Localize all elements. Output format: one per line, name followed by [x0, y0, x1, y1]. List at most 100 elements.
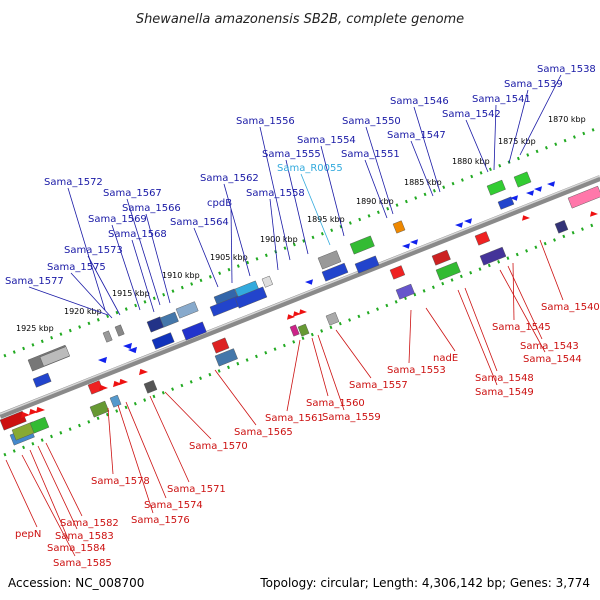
top-gene-label[interactable]: Sama_1569 — [88, 214, 147, 225]
top-gene-label[interactable]: Sama_1566 — [122, 203, 181, 214]
top-gene-label[interactable]: Sama_1556 — [236, 116, 295, 127]
bottom-gene-label[interactable]: Sama_1571 — [167, 484, 226, 495]
bottom-gene-label[interactable]: Sama_1559 — [322, 412, 381, 423]
gene-block — [234, 286, 268, 309]
bottom-gene-label[interactable]: Sama_1557 — [349, 380, 408, 391]
bottom-gene-label[interactable]: Sama_1544 — [523, 354, 582, 365]
top-gene-leader-line — [269, 198, 279, 271]
kbp-tick-label: 1875 kbp — [498, 137, 536, 146]
top-gene-label[interactable]: Sama_1538 — [537, 64, 596, 75]
top-gene-leader-line — [413, 106, 441, 193]
gene-block — [297, 323, 310, 337]
gene-block — [214, 348, 238, 367]
gene-block — [317, 250, 342, 270]
bottom-gene-label[interactable]: Sama_1583 — [55, 531, 114, 542]
top-gene-label[interactable]: Sama_1568 — [108, 229, 167, 240]
gene-arrow — [410, 239, 418, 245]
top-gene-leader-line — [131, 239, 155, 313]
top-gene-label[interactable]: Sama_1567 — [103, 188, 162, 199]
top-gene-label[interactable]: Sama_1546 — [390, 96, 449, 107]
top-gene-label[interactable]: Sama_1551 — [341, 149, 400, 160]
top-gene-leader-line — [365, 126, 394, 215]
bottom-gene-label[interactable]: Sama_1576 — [131, 515, 190, 526]
top-gene-label[interactable]: Sama_1542 — [442, 109, 501, 120]
top-gene-leader-line — [285, 159, 309, 255]
bottom-gene-label[interactable]: Sama_1582 — [60, 518, 119, 529]
top-gene-label[interactable]: Sama_1575 — [47, 262, 106, 273]
gene-block — [486, 179, 506, 196]
bottom-gene-label[interactable]: Sama_1543 — [520, 341, 579, 352]
bottom-gene-label[interactable]: Sama_1561 — [265, 413, 324, 424]
top-gene-label[interactable]: Sama_1562 — [200, 173, 259, 184]
top-gene-leader-line — [193, 227, 219, 288]
bottom-gene-label[interactable]: Sama_1565 — [234, 427, 293, 438]
gene-arrow — [464, 218, 472, 224]
top-gene-label[interactable]: Sama_R0055 — [277, 163, 343, 174]
top-gene-label[interactable]: Sama_1541 — [472, 94, 531, 105]
bottom-gene-label[interactable]: Sama_1574 — [144, 500, 203, 511]
gene-arrow — [590, 211, 598, 217]
gene-block — [479, 246, 507, 266]
bottom-gene-label[interactable]: nadE — [433, 353, 458, 364]
bottom-gene-leader-line — [125, 401, 167, 499]
gene-block — [114, 324, 125, 337]
gene-block — [474, 231, 491, 246]
gene-block — [392, 220, 406, 234]
bottom-gene-leader-line — [21, 454, 76, 557]
gene-arrow — [305, 279, 313, 285]
bottom-gene-label[interactable]: Sama_1548 — [475, 373, 534, 384]
top-gene-label[interactable]: Sama_1539 — [504, 79, 563, 90]
top-gene-label[interactable]: Sama_1564 — [170, 217, 229, 228]
gene-block — [175, 301, 199, 319]
bottom-gene-label[interactable]: Sama_1549 — [475, 387, 534, 398]
bottom-gene-leader-line — [335, 329, 372, 379]
top-gene-label[interactable]: Sama_1547 — [387, 130, 446, 141]
gene-arrow — [128, 346, 137, 354]
bottom-gene-label[interactable]: Sama_1560 — [306, 398, 365, 409]
bottom-gene-label[interactable]: Sama_1540 — [541, 302, 600, 313]
kbp-tick-label: 1885 kbp — [404, 178, 442, 187]
bottom-gene-label[interactable]: Sama_1545 — [492, 322, 551, 333]
gene-block — [554, 220, 569, 234]
bottom-gene-label[interactable]: Sama_1553 — [387, 365, 446, 376]
top-gene-label[interactable]: Sama_1554 — [297, 135, 356, 146]
bottom-gene-leader-line — [164, 391, 212, 440]
top-gene-leader-line — [111, 224, 141, 311]
bottom-gene-label[interactable]: Sama_1578 — [91, 476, 150, 487]
top-gene-leader-line — [230, 208, 233, 284]
bottom-gene-leader-line — [507, 265, 543, 340]
top-gene-leader-line — [145, 213, 171, 304]
top-gene-label[interactable]: Sama_1550 — [342, 116, 401, 127]
top-gene-leader-line — [300, 173, 331, 246]
top-gene-leader-line — [364, 159, 388, 219]
upper-dotted-rule — [3, 126, 599, 358]
gene-block — [325, 312, 340, 326]
gene-block — [143, 380, 158, 394]
top-gene-label[interactable]: Sama_1577 — [5, 276, 64, 287]
top-gene-leader-line — [28, 286, 109, 316]
top-gene-label[interactable]: Sama_1573 — [64, 245, 123, 256]
gene-block — [289, 324, 300, 337]
gene-block — [395, 283, 415, 300]
top-gene-label[interactable]: Sama_1572 — [44, 177, 103, 188]
bottom-gene-label[interactable]: pepN — [15, 529, 41, 540]
top-gene-leader-line — [259, 126, 291, 261]
top-gene-label[interactable]: Sama_1555 — [262, 149, 321, 160]
top-gene-leader-line — [410, 140, 434, 197]
bottom-gene-label[interactable]: Sama_1570 — [189, 441, 248, 452]
gene-arrow — [119, 378, 128, 386]
bottom-gene-label[interactable]: Sama_1584 — [47, 543, 106, 554]
gene-arrow — [526, 190, 534, 196]
gene-arrow — [123, 342, 132, 350]
gene-block — [321, 262, 349, 282]
gene-block — [431, 249, 451, 266]
gene-block — [181, 321, 207, 341]
gene-block — [389, 265, 406, 280]
bottom-gene-leader-line — [286, 339, 301, 412]
kbp-tick-label: 1915 kbp — [112, 289, 150, 298]
bottom-gene-label[interactable]: Sama_1585 — [53, 558, 112, 569]
top-gene-label[interactable]: cpdB — [207, 198, 232, 209]
bottom-gene-leader-line — [117, 404, 154, 514]
gene-arrow — [36, 406, 45, 414]
